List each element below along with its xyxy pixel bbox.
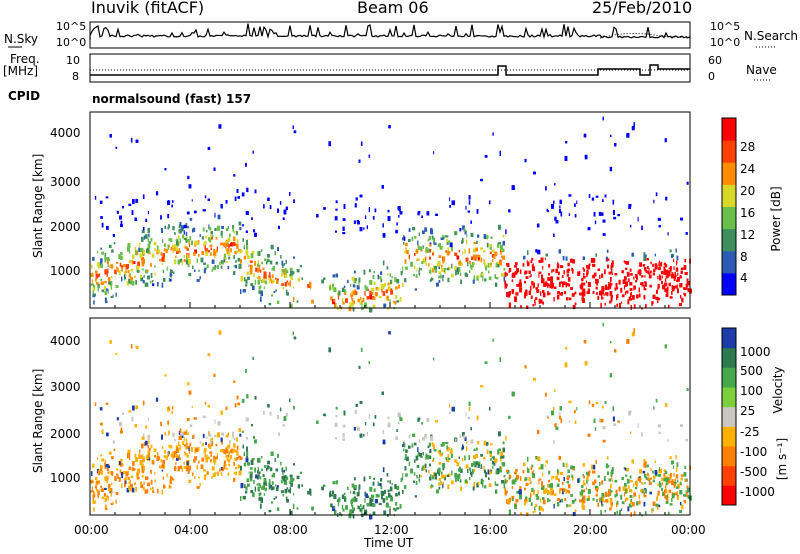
nsky-tick-bottom: 10^0 xyxy=(56,36,87,49)
velocity-cbar-tick-500: 500 xyxy=(740,364,763,378)
xtick-0000-end: 00:00 xyxy=(671,523,706,537)
power-cbar-tick-24: 24 xyxy=(740,162,756,176)
freq-label: Freq. xyxy=(10,52,40,66)
velocity-ytick-2000: 2000 xyxy=(50,427,81,441)
velocity-cbar-tick-100: 100 xyxy=(740,384,763,398)
nsearch-tick-top: 10^5 xyxy=(710,20,741,33)
power-ytick-4000: 4000 xyxy=(50,126,81,140)
velocity-cbar-tick-neg500: -500 xyxy=(740,465,768,479)
xtick-1200: 12:00 xyxy=(374,523,409,537)
nave-label: Nave xyxy=(746,63,777,77)
power-cbar-tick-16: 16 xyxy=(740,206,756,220)
power-cbar-tick-28: 28 xyxy=(740,140,756,154)
velocity-cbar-tick-neg100: -100 xyxy=(740,445,768,459)
beam-title: Beam 06 xyxy=(357,0,429,17)
xtick-1600: 16:00 xyxy=(473,523,508,537)
nave-tick-bottom: 0 xyxy=(708,70,715,83)
power-colorbar xyxy=(722,118,736,296)
nsky-label: N.Sky xyxy=(4,32,39,46)
velocity-cbar-tick-1000: 1000 xyxy=(740,345,771,359)
nsearch-tick-bottom: 10^0 xyxy=(710,36,741,49)
freq-unit-label: [MHz] xyxy=(3,64,39,78)
power-cbar-tick-12: 12 xyxy=(740,228,756,242)
velocity-colorbar-frame xyxy=(721,327,737,506)
power-colorbar-frame xyxy=(721,117,737,296)
velocity-cbar-tick-neg25: -25 xyxy=(740,425,760,439)
nsearch-line xyxy=(599,32,691,39)
nsky-tick-top: 10^5 xyxy=(56,20,87,33)
velocity-heatmap xyxy=(90,322,692,520)
xtick-0400: 04:00 xyxy=(174,523,209,537)
xtick-2000: 20:00 xyxy=(573,523,608,537)
velocity-ytick-3000: 3000 xyxy=(50,380,81,394)
station-title: Inuvik (fitACF) xyxy=(91,0,205,17)
velocity-cbar-tick-neg1000: -1000 xyxy=(740,485,775,499)
power-cbar-tick-8: 8 xyxy=(740,250,748,264)
nsearch-label: N.Search xyxy=(744,29,799,43)
velocity-cbar-tick-25: 25 xyxy=(740,404,756,418)
velocity-colorbar xyxy=(722,328,736,506)
power-cbar-tick-20: 20 xyxy=(740,184,756,198)
cpid-label: CPID xyxy=(8,89,41,103)
freq-tick-bottom: 8 xyxy=(72,70,79,83)
freq-line xyxy=(90,64,690,76)
nsky-line xyxy=(89,23,691,40)
freq-panel-frame xyxy=(89,53,691,83)
velocity-ytick-4000: 4000 xyxy=(50,334,81,348)
cpid-text: normalsound (fast) 157 xyxy=(92,92,252,106)
velocity-ytick-1000: 1000 xyxy=(50,471,81,485)
date-title: 25/Feb/2010 xyxy=(592,0,693,17)
freq-tick-top: 10 xyxy=(66,54,80,67)
xtick-0000: 00:00 xyxy=(74,523,109,537)
power-ytick-1000: 1000 xyxy=(50,264,81,278)
nave-tick-top: 60 xyxy=(708,54,722,67)
power-heatmap xyxy=(90,116,692,313)
xtick-0800: 08:00 xyxy=(273,523,308,537)
power-ytick-2000: 2000 xyxy=(50,220,81,234)
power-ytick-3000: 3000 xyxy=(50,175,81,189)
power-cbar-tick-4: 4 xyxy=(740,271,748,285)
xlabel-time: Time UT xyxy=(364,536,414,550)
